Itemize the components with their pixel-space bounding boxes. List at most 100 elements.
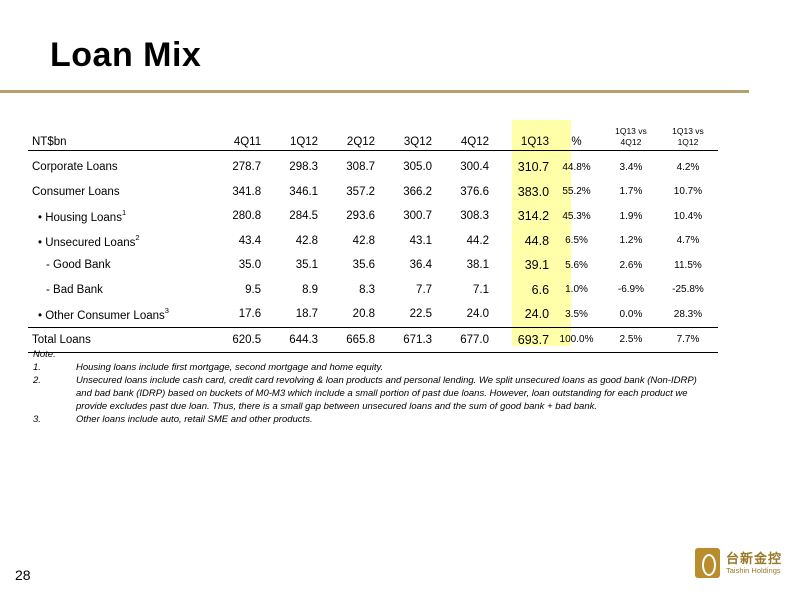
cell-1q12: 35.1	[295, 259, 319, 272]
cell-percent: 1.0%	[565, 284, 588, 296]
footnotes: Note: 1. Housing loans include first mor…	[33, 348, 703, 426]
company-logo: 台新金控 Taishin Holdings	[695, 548, 790, 584]
cell-1q13: 6.6	[531, 282, 550, 297]
cell-1q12: 298.3	[289, 161, 319, 174]
cell-1q12: 18.7	[295, 308, 319, 321]
cell-2q12: 357.2	[346, 185, 376, 198]
cell-1q13: 314.2	[517, 209, 550, 224]
table-row: Consumer Loans 341.8 346.1 357.2 366.2 3…	[28, 180, 718, 205]
cell-4q11: 341.8	[232, 185, 262, 198]
cell-vs-1q12: -25.8%	[672, 284, 704, 296]
row-label: • Unsecured Loans2	[28, 229, 207, 254]
cell-1q12: 644.3	[289, 333, 319, 346]
cell-4q12: 308.3	[460, 210, 490, 223]
cell-4q12: 376.6	[460, 185, 490, 198]
cell-2q12: 308.7	[346, 161, 376, 174]
cell-1q13: 39.1	[524, 258, 550, 273]
cell-percent: 100.0%	[559, 334, 594, 346]
header-percent: %	[571, 136, 582, 148]
cell-percent: 6.5%	[565, 235, 588, 247]
cell-percent: 5.6%	[565, 259, 588, 271]
logo-english-name: Taishin Holdings	[726, 566, 781, 575]
cell-3q12: 36.4	[409, 259, 433, 272]
cell-1q12: 42.8	[295, 234, 319, 247]
header-vs-1q12-bottom: 1Q12	[677, 137, 699, 147]
footnote-text: Housing loans include first mortgage, se…	[76, 362, 384, 373]
footnote-number: 1.	[33, 362, 41, 373]
cell-4q11: 620.5	[232, 333, 262, 346]
cell-4q11: 17.6	[238, 308, 262, 321]
cell-4q12: 677.0	[460, 333, 490, 346]
table-row: - Bad Bank 9.5 8.9 8.3 7.7 7.1 6.6 1.0% …	[28, 278, 718, 303]
cell-4q11: 35.0	[238, 259, 262, 272]
cell-percent: 44.8%	[562, 161, 591, 173]
cell-4q12: 7.1	[473, 283, 490, 296]
footnote-ref: 3	[164, 306, 169, 316]
cell-vs-4q12: -6.9%	[617, 284, 644, 296]
table-row-total: Total Loans 620.5 644.3 665.8 671.3 677.…	[28, 327, 718, 353]
cell-3q12: 300.7	[403, 210, 433, 223]
header-2q12: 2Q12	[346, 136, 376, 148]
footnote-ref: 2	[135, 232, 140, 242]
cell-3q12: 43.1	[409, 234, 433, 247]
table-row: • Other Consumer Loans3 17.6 18.7 20.8 2…	[28, 302, 718, 327]
cell-4q12: 300.4	[460, 161, 490, 174]
cell-vs-1q12: 10.4%	[673, 210, 703, 222]
cell-vs-4q12: 1.7%	[619, 186, 643, 198]
row-label-text: • Unsecured Loans	[38, 236, 136, 249]
cell-vs-1q12: 28.3%	[673, 308, 703, 320]
footnote-item: 2. Unsecured loans include cash card, cr…	[33, 374, 703, 413]
cell-vs-4q12: 2.5%	[619, 334, 643, 346]
cell-2q12: 20.8	[352, 308, 376, 321]
cell-1q12: 284.5	[289, 210, 319, 223]
footnote-item: 3. Other loans include auto, retail SME …	[33, 413, 703, 426]
page-number: 28	[15, 567, 31, 583]
row-label: • Other Consumer Loans3	[28, 302, 207, 327]
cell-3q12: 305.0	[403, 161, 433, 174]
cell-2q12: 42.8	[352, 234, 376, 247]
header-vs-4q12-top: 1Q13 vs	[615, 126, 647, 136]
header-vs-1q12-top: 1Q13 vs	[672, 126, 704, 136]
cell-vs-1q12: 10.7%	[673, 186, 703, 198]
cell-vs-1q12: 7.7%	[676, 334, 700, 346]
cell-vs-4q12: 0.0%	[619, 308, 643, 320]
cell-4q12: 38.1	[466, 259, 490, 272]
table-header-row: NT$bn 4Q11 1Q12 2Q12 3Q12 4Q12 1Q13 % 1Q…	[28, 120, 718, 151]
loan-mix-table-container: NT$bn 4Q11 1Q12 2Q12 3Q12 4Q12 1Q13 % 1Q…	[28, 120, 718, 353]
footnote-ref: 1	[121, 208, 127, 218]
row-label: • Housing Loans1	[28, 204, 207, 229]
cell-vs-1q12: 11.5%	[674, 259, 702, 271]
cell-1q12: 346.1	[289, 185, 319, 198]
cell-2q12: 293.6	[346, 210, 376, 223]
cell-percent: 45.3%	[562, 210, 591, 222]
cell-vs-1q12: 4.2%	[676, 161, 700, 173]
cell-2q12: 8.3	[359, 283, 376, 296]
cell-3q12: 22.5	[409, 308, 433, 321]
cell-4q11: 9.5	[245, 283, 262, 296]
table-row: - Good Bank 35.0 35.1 35.6 36.4 38.1 39.…	[28, 253, 718, 278]
loan-mix-table: NT$bn 4Q11 1Q12 2Q12 3Q12 4Q12 1Q13 % 1Q…	[28, 120, 718, 353]
footnote-item: 1. Housing loans include first mortgage,…	[33, 361, 703, 374]
header-1q13: 1Q13	[520, 136, 550, 148]
cell-vs-4q12: 1.2%	[619, 235, 643, 247]
logo-chinese-name: 台新金控	[726, 551, 783, 566]
cell-vs-4q12: 3.4%	[619, 161, 643, 173]
header-1q12: 1Q12	[289, 136, 319, 148]
cell-2q12: 35.6	[352, 259, 376, 272]
cell-vs-4q12: 1.9%	[619, 210, 643, 222]
cell-4q11: 43.4	[238, 234, 262, 247]
cell-4q11: 280.8	[232, 210, 262, 223]
footnote-text: Unsecured loans include cash card, credi…	[76, 375, 697, 412]
row-label: Total Loans	[32, 333, 91, 346]
header-4q11: 4Q11	[233, 136, 262, 148]
cell-vs-4q12: 2.6%	[619, 259, 643, 271]
table-row: • Housing Loans1 280.8 284.5 293.6 300.7…	[28, 204, 718, 229]
title-divider	[0, 90, 749, 93]
cell-4q12: 44.2	[466, 234, 490, 247]
row-label: - Bad Bank	[46, 283, 103, 296]
1q13-column-highlight	[512, 120, 571, 346]
table-row: • Unsecured Loans2 43.4 42.8 42.8 43.1 4…	[28, 229, 718, 254]
header-vs-4q12: 1Q13 vs 4Q12	[604, 120, 661, 151]
cell-4q11: 278.7	[232, 161, 262, 174]
footnote-text: Other loans include auto, retail SME and…	[76, 414, 313, 425]
